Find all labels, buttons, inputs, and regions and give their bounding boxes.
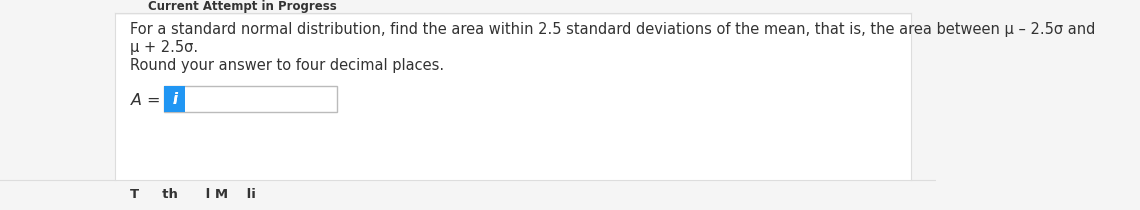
Text: $A$ =: $A$ =: [130, 92, 161, 108]
Text: μ + 2.5σ.: μ + 2.5σ.: [130, 40, 198, 55]
Bar: [164, 86, 337, 112]
Text: Round your answer to four decimal places.: Round your answer to four decimal places…: [130, 58, 443, 73]
Bar: [115, 15, 911, 180]
Text: For a standard normal distribution, find the area within 2.5 standard deviations: For a standard normal distribution, find…: [130, 22, 1096, 37]
Text: Current Attempt in Progress: Current Attempt in Progress: [148, 0, 336, 13]
Bar: [164, 86, 186, 112]
Bar: [0, 180, 936, 210]
Text: i: i: [172, 92, 178, 106]
Bar: [164, 86, 186, 112]
Bar: [0, 0, 936, 10]
Text: T     th      l M    li: T th l M li: [130, 189, 255, 202]
Text: i: i: [172, 92, 178, 106]
